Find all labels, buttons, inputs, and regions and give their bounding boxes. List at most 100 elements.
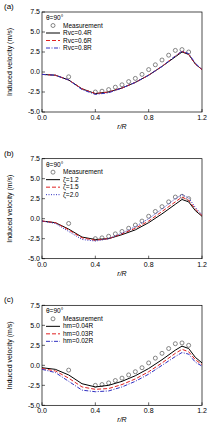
series-line xyxy=(42,52,202,94)
panel-title: (b) xyxy=(4,149,14,158)
y-tick-label: -2.5 xyxy=(28,88,40,95)
measurement-point xyxy=(67,368,71,372)
x-tick-label: 0.4 xyxy=(90,261,100,268)
x-tick xyxy=(148,109,149,112)
annotation: θ=90° xyxy=(46,307,64,314)
legend-marker xyxy=(51,24,55,28)
measurement-point xyxy=(173,195,177,199)
y-tick-label: 7.5 xyxy=(30,302,40,309)
legend-line xyxy=(46,333,60,334)
legend-label: Measurement xyxy=(63,315,103,322)
y-tick-label: -2.5 xyxy=(28,235,40,242)
measurement-point xyxy=(113,379,117,383)
measurement-point xyxy=(113,85,117,89)
measurement-point xyxy=(140,366,144,370)
measurement-point xyxy=(133,76,137,80)
panel: (c)-5.0-2.50.02.55.07.50.00.40.81.2r/RIn… xyxy=(4,295,207,423)
y-tick-label: 2.5 xyxy=(30,342,40,349)
y-tick-label: 7.5 xyxy=(30,8,40,15)
measurement-point xyxy=(180,48,184,52)
series-line xyxy=(42,51,202,93)
y-tick-label: 2.5 xyxy=(30,48,40,55)
measurement-point xyxy=(133,370,137,374)
series-line xyxy=(42,195,202,241)
x-tick-label: 0.8 xyxy=(144,407,154,414)
x-tick-label: 1.2 xyxy=(197,261,207,268)
series-line xyxy=(42,51,202,94)
measurement-point xyxy=(140,72,144,76)
x-tick-label: 0.4 xyxy=(90,407,100,414)
measurement-point xyxy=(147,361,151,365)
y-tick-label: 5.0 xyxy=(30,322,40,329)
y-axis-label: Induced velocity (m/s) xyxy=(6,321,14,389)
annotation: θ=90° xyxy=(46,161,64,168)
measurement-point xyxy=(187,343,191,347)
y-tick xyxy=(42,52,45,53)
y-tick xyxy=(42,92,45,93)
measurement-point xyxy=(127,373,131,377)
y-axis-label: Induced velocity (m/s) xyxy=(6,28,14,96)
x-tick-label: 0.8 xyxy=(144,261,154,268)
series-line xyxy=(42,197,202,240)
x-tick-label: 0.0 xyxy=(37,261,47,268)
series-line xyxy=(42,349,202,389)
y-tick xyxy=(42,198,45,199)
series-line xyxy=(42,353,202,392)
legend-line xyxy=(46,326,60,327)
legend-label: Measurement xyxy=(63,22,103,29)
measurement-point xyxy=(127,80,131,84)
y-tick xyxy=(42,325,45,326)
measurement-point xyxy=(153,63,157,67)
x-axis-label: r/R xyxy=(117,123,126,130)
x-tick xyxy=(95,109,96,112)
measurement-point xyxy=(167,53,171,57)
measurement-point xyxy=(160,58,164,62)
y-axis-label: Induced velocity (m/s) xyxy=(6,175,14,243)
legend-label: ζ=2.0 xyxy=(63,191,79,199)
y-tick-label: 5.0 xyxy=(30,28,40,35)
legend-line xyxy=(46,194,60,195)
measurement-point xyxy=(140,219,144,223)
measurement-point xyxy=(160,205,164,209)
measurement-point xyxy=(107,88,111,92)
plot-frame xyxy=(42,305,202,405)
panel: (a)-5.0-2.50.02.55.07.50.00.40.81.2r/RIn… xyxy=(4,2,207,130)
measurement-point xyxy=(153,209,157,213)
measurement-point xyxy=(120,83,124,87)
y-tick xyxy=(42,238,45,239)
measurement-point xyxy=(67,75,71,79)
y-tick-label: 0.0 xyxy=(30,362,40,369)
y-tick xyxy=(42,178,45,179)
legend-line xyxy=(46,48,60,49)
y-tick-label: 2.5 xyxy=(30,195,40,202)
annotation: θ=90° xyxy=(46,14,64,21)
x-tick-label: 0.0 xyxy=(37,114,47,121)
panel: (b)-5.0-2.50.02.55.07.50.00.40.81.2r/RIn… xyxy=(4,149,207,277)
x-tick-label: 1.2 xyxy=(197,114,207,121)
legend-line xyxy=(46,179,60,180)
x-tick-label: 1.2 xyxy=(197,407,207,414)
measurement-point xyxy=(147,68,151,72)
measurement-point xyxy=(153,356,157,360)
measurement-point xyxy=(120,376,124,380)
x-tick-label: 0.8 xyxy=(144,114,154,121)
legend-label: Rvc=0.6R xyxy=(63,37,92,44)
measurement-point xyxy=(180,341,184,345)
legend-line xyxy=(46,187,60,188)
y-tick xyxy=(42,218,45,219)
y-tick xyxy=(42,72,45,73)
plot-frame xyxy=(42,12,202,112)
y-tick-label: 7.5 xyxy=(30,155,40,162)
plot-frame xyxy=(42,159,202,259)
data-area xyxy=(42,48,202,95)
x-axis-label: r/R xyxy=(117,416,126,423)
x-axis-label: r/R xyxy=(117,270,126,277)
measurement-point xyxy=(107,381,111,385)
data-area xyxy=(42,341,202,392)
y-tick xyxy=(42,385,45,386)
legend-line xyxy=(46,33,60,34)
legend-label: Measurement xyxy=(63,168,103,175)
x-tick xyxy=(148,402,149,405)
y-tick-label: 5.0 xyxy=(30,175,40,182)
legend-line xyxy=(46,40,60,41)
